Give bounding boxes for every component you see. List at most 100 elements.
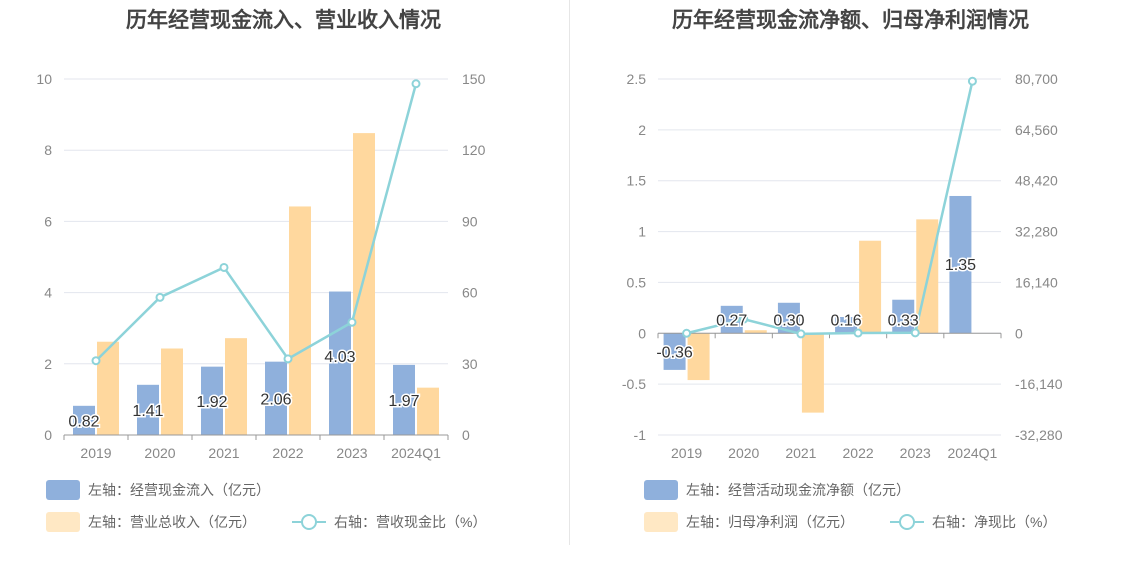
bar-secondary-2019 <box>97 341 119 435</box>
line-point-2021 <box>219 262 229 272</box>
y-left-tick-label: 2 <box>44 356 52 372</box>
legend-label: 左轴：归母净利润（亿元） <box>686 514 854 530</box>
y-left-tick-label: 10 <box>36 71 52 87</box>
legend-label: 右轴：营收现金比（%） <box>334 514 487 530</box>
y-left-tick-label: -0.5 <box>622 376 646 392</box>
x-tick-label: 2021 <box>785 445 816 461</box>
bar-primary-2020 <box>137 384 159 435</box>
y-right-tick-label: 48,420 <box>1015 173 1058 189</box>
x-tick-label: 2023 <box>900 445 931 461</box>
y-right-tick-label: 150 <box>462 71 486 87</box>
line-point-2023 <box>910 328 920 338</box>
bar-primary-2023 <box>892 299 915 334</box>
legend-swatch-bar-orange <box>644 512 678 532</box>
x-tick-label: 2024Q1 <box>948 445 998 461</box>
bar-primary-2020 <box>720 305 743 334</box>
line-point-2024Q1 <box>411 79 421 89</box>
line-series <box>686 80 974 336</box>
y-left-tick-label: 6 <box>44 213 52 229</box>
y-left-tick-label: 4 <box>44 285 52 301</box>
line-point-2024Q1 <box>967 76 977 86</box>
legend-item-net-profit[interactable]: 左轴：归母净利润（亿元） <box>644 512 854 532</box>
bar-secondary-2021 <box>801 333 824 413</box>
bar-secondary-2019 <box>687 333 710 381</box>
data-label-2023: 0.33 <box>888 312 919 329</box>
x-tick-label: 2020 <box>728 445 759 461</box>
y-right-tick-label: -16,140 <box>1015 376 1063 392</box>
legend-item-cash-ratio[interactable]: 右轴：营收现金比（%） <box>292 512 486 532</box>
legend-swatch-line-icon <box>292 512 326 532</box>
data-label-2023: 4.03 <box>324 349 355 366</box>
y-right-tick-label: 0 <box>462 427 470 443</box>
legend-swatch-line-icon <box>890 512 924 532</box>
y-left-tick-label: 2.5 <box>627 71 647 87</box>
legend-label: 右轴：净现比（%） <box>932 514 1057 530</box>
x-tick-label: 2022 <box>843 445 874 461</box>
data-label-2021: 0.30 <box>773 312 804 329</box>
line-point-2019 <box>682 328 692 338</box>
line-point-2021 <box>796 329 806 339</box>
legend-swatch-bar-blue <box>46 480 80 500</box>
x-tick-label: 2019 <box>671 445 702 461</box>
y-left-tick-label: 1.5 <box>627 173 647 189</box>
data-label-2024Q1: 1.97 <box>388 393 419 410</box>
chart-title: 历年经营现金流入、营业收入情况 <box>126 9 441 32</box>
data-label-2022: 2.06 <box>260 391 291 408</box>
legend-swatch-bar-blue <box>644 480 678 500</box>
data-label-2020: 1.41 <box>132 403 163 420</box>
bar-secondary-2020 <box>161 348 183 435</box>
bar-primary-2024Q1 <box>949 195 972 334</box>
bar-primary-2022 <box>835 317 858 334</box>
legend-swatch-bar-orange <box>46 512 80 532</box>
data-label-2022: 0.16 <box>831 312 862 329</box>
y-left-tick-label: 0.5 <box>627 274 647 290</box>
bar-secondary-2023 <box>353 133 375 435</box>
bar-primary-2021 <box>777 302 800 334</box>
bar-primary-2019 <box>663 333 686 370</box>
chart-panel-netcash-profit: 历年经营现金流净额、归母净利润情况 -1 -0.5 0 0.5 1 1.5 2 2.5 -32,… <box>567 0 1134 582</box>
y-right-tick-label: -32,280 <box>1015 427 1063 443</box>
line-series <box>95 83 418 362</box>
y-right-tick-label: 60 <box>462 285 478 301</box>
bar-secondary-2020 <box>744 330 767 334</box>
y-right-tick-label: 64,560 <box>1015 122 1058 138</box>
x-tick-label: 2019 <box>80 445 111 461</box>
line-point-2020 <box>155 292 165 302</box>
y-left-tick-label: 8 <box>44 142 52 158</box>
line-point-2019 <box>91 356 101 366</box>
line-point-2020 <box>739 314 749 324</box>
y-right-tick-label: 32,280 <box>1015 224 1058 240</box>
y-left-tick-label: 0 <box>638 325 646 341</box>
data-label-2024Q1: 1.35 <box>945 257 976 274</box>
bar-secondary-2022 <box>859 240 882 334</box>
y-left-tick-label: 0 <box>44 427 52 443</box>
y-right-tick-label: 0 <box>1015 325 1023 341</box>
line-point-2023 <box>347 317 357 327</box>
y-right-tick-label: 90 <box>462 213 478 229</box>
x-tick-label: 2022 <box>272 445 303 461</box>
x-tick-label: 2020 <box>144 445 175 461</box>
chart-plot-area: 0 2 4 6 8 10 0 30 60 90 120 150 2019 2020 2021 2022 2023… <box>36 71 486 461</box>
panel-divider <box>569 0 570 545</box>
chart-title: 历年经营现金流净额、归母净利润情况 <box>672 9 1029 32</box>
data-label-2019: -0.36 <box>656 344 693 361</box>
data-label-2021: 1.92 <box>196 394 227 411</box>
bar-primary-2024Q1 <box>393 364 415 435</box>
x-tick-label: 2023 <box>336 445 367 461</box>
bar-secondary-2024Q1 <box>417 387 439 435</box>
y-left-tick-label: 2 <box>638 122 646 138</box>
bar-secondary-2022 <box>289 206 311 435</box>
legend-item-net-cash-ratio[interactable]: 右轴：净现比（%） <box>890 512 1056 532</box>
legend-item-net-cashflow[interactable]: 左轴：经营活动现金流净额（亿元） <box>644 480 910 500</box>
legend-item-cash-inflow[interactable]: 左轴：经营现金流入（亿元） <box>46 480 270 500</box>
chart-plot-area: -1 -0.5 0 0.5 1 1.5 2 2.5 -32,280 -16,140 0 16,140 3… <box>622 71 1063 461</box>
data-label-2020: 0.27 <box>716 312 747 329</box>
legend-label: 左轴：营业总收入（亿元） <box>88 514 256 530</box>
x-tick-label: 2024Q1 <box>391 445 441 461</box>
y-right-tick-label: 120 <box>462 142 486 158</box>
y-left-tick-label: 1 <box>638 224 646 240</box>
legend-label: 左轴：经营活动现金流净额（亿元） <box>686 482 910 498</box>
bar-secondary-2021 <box>225 338 247 435</box>
bar-primary-2022 <box>265 361 287 435</box>
legend-item-revenue[interactable]: 左轴：营业总收入（亿元） <box>46 512 256 532</box>
